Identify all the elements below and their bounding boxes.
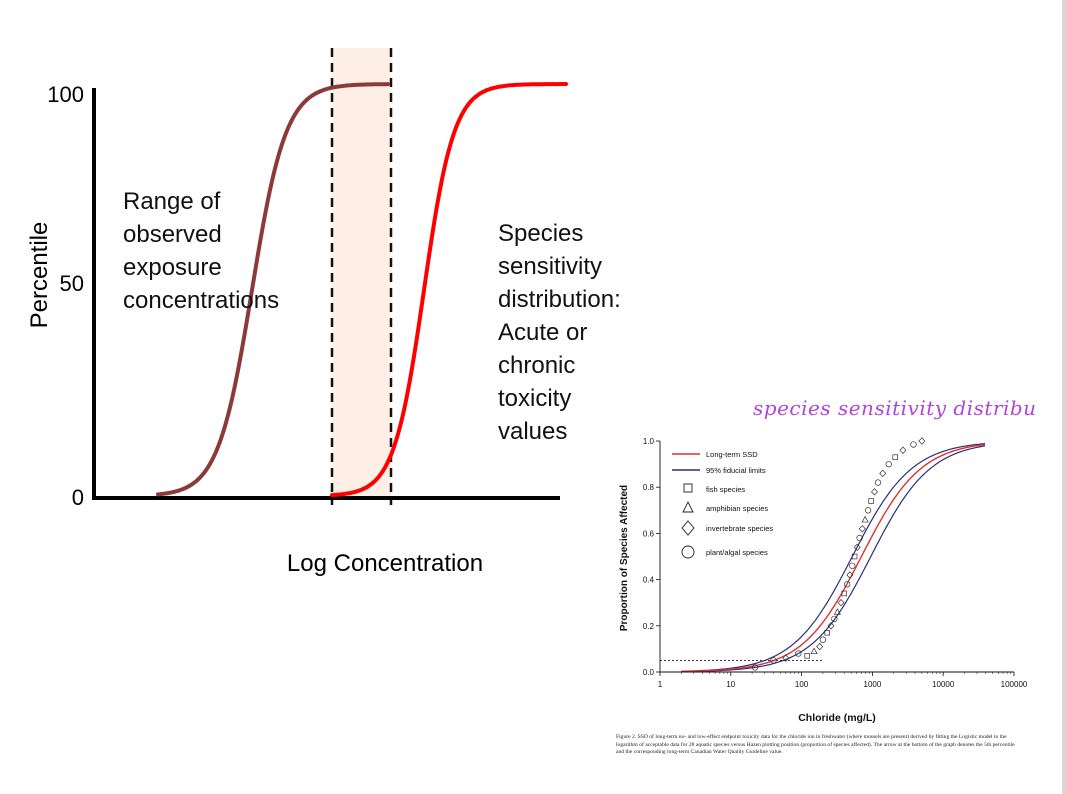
ssd-point-diamond: [816, 642, 824, 651]
ssd-x-tick-label: 10000: [932, 680, 955, 689]
ssd-annotation-line: toxicity: [498, 385, 572, 412]
diamond-icon: [681, 520, 695, 536]
overlap-band: [332, 48, 391, 498]
legend-label: plant/algal species: [706, 548, 768, 557]
ssd-point-square: [868, 498, 874, 504]
ssd-fiducial-lines: [681, 443, 986, 673]
exposure-curve: [156, 82, 390, 497]
ssd-point-diamond: [918, 437, 926, 445]
exposure-annotation-line: observed: [123, 221, 222, 248]
circle-icon: [681, 545, 695, 559]
ssd-y-axis-label: Proportion of Species Affected: [619, 485, 630, 631]
ssd-point-circle: [751, 664, 759, 671]
ssd-x-ticks: 1 10 100 1000 10000 100000: [658, 672, 1028, 689]
ssd-point-circle: [864, 507, 872, 514]
legend-label: 95% fiducial limits: [706, 466, 766, 475]
ssd-point-square: [851, 553, 858, 560]
ssd-y-tick-label: 0.4: [643, 576, 655, 585]
ssd-point-triangle: [810, 647, 818, 655]
ssd-point-circle: [831, 615, 838, 623]
y-tick-0: 0: [72, 485, 84, 510]
ssd-y-tick-label: 0.8: [643, 483, 655, 492]
ssd-point-circle: [819, 636, 827, 643]
ssd-y-ticks: 0.0 0.2 0.4 0.6 0.8 1.0: [643, 437, 660, 677]
ssd-point-circle: [856, 534, 863, 542]
ssd-legend: Long-term SSD 95% fiducial limits fish s…: [672, 450, 773, 559]
ssd-point-diamond: [837, 598, 845, 607]
square-icon: [683, 483, 693, 493]
ssd-y-tick-label: 0.6: [643, 529, 655, 538]
legend-label: fish species: [706, 485, 745, 494]
ssd-annotation-line: values: [498, 418, 568, 445]
ssd-point-square: [804, 653, 810, 659]
y-tick-50: 50: [60, 271, 84, 296]
ssd-curve: [330, 82, 568, 498]
y-axis-label: Percentile: [26, 222, 53, 329]
ssd-point-square: [892, 454, 898, 460]
x-axis-label: Log Concentration: [287, 550, 483, 577]
ssd-point-circle: [770, 657, 777, 664]
ssd-point-diamond: [782, 654, 790, 662]
ssd-x-tick-label: 1000: [864, 680, 882, 689]
ssd-x-tick-label: 100: [795, 680, 809, 689]
ssd-x-axis-label: Chloride (mg/L): [798, 712, 876, 724]
exposure-annotation-line: Range of: [123, 188, 221, 215]
ssd-point-square: [841, 590, 847, 597]
ssd-point-circle: [885, 460, 892, 468]
ssd-point-diamond: [899, 446, 907, 454]
handwritten-note: species sensitivity distribu: [753, 396, 1037, 420]
ssd-x-tick-label: 1: [658, 680, 663, 689]
exposure-annotation: Range of observed exposure concentration…: [123, 185, 279, 317]
legend-label: amphibian species: [706, 504, 768, 513]
legend-label: Long-term SSD: [706, 450, 758, 459]
ssd-annotation-line: distribution:: [498, 286, 621, 313]
exposure-annotation-line: concentrations: [123, 287, 280, 314]
ssd-fiducial-line: [681, 445, 986, 673]
ssd-annotation: Species sensitivity distribution: Acute …: [498, 217, 621, 448]
ssd-point-circle: [910, 441, 917, 448]
ssd-x-tick-label: 100000: [1001, 680, 1028, 689]
legend-label: invertebrate species: [706, 524, 773, 533]
triangle-icon: [682, 500, 694, 513]
ssd-point-diamond: [827, 622, 835, 630]
ssd-figure-caption: Figure 2. SSD of long-term no- and low-e…: [616, 734, 1015, 756]
ssd-point-triangle: [861, 515, 869, 523]
ssd-point-diamond: [853, 543, 861, 551]
ssd-y-tick-label: 0.2: [643, 622, 655, 631]
ssd-fiducial-line: [681, 443, 986, 672]
main-chart: 100 50 0 Percentile Log Concentration: [26, 48, 568, 577]
ssd-annotation-line: Species: [498, 220, 584, 247]
ssd-y-tick-label: 0.0: [643, 668, 655, 677]
ssd-point-triangle: [833, 608, 841, 615]
ssd-point-diamond: [846, 571, 854, 579]
slide-edge: [1062, 0, 1066, 794]
exposure-annotation-line: exposure: [123, 254, 222, 281]
ssd-point-circle: [874, 479, 882, 486]
ssd-y-tick-label: 1.0: [643, 437, 655, 446]
ssd-main-curve: [681, 443, 986, 673]
ssd-x-tick-label: 10: [726, 680, 735, 689]
ssd-point-diamond: [871, 488, 878, 496]
ssd-point-circle: [844, 581, 851, 588]
ssd-point-square: [824, 629, 830, 636]
ssd-points: [751, 437, 926, 671]
ssd-annotation-line: Acute or: [498, 319, 588, 346]
ssd-point-diamond: [879, 469, 887, 478]
ssd-chart: 1 10 100 1000 10000 100000 0.0 0.2 0.4 0.6 0.8 1.0…: [619, 437, 1028, 724]
ssd-point-circle: [849, 562, 856, 569]
ssd-point-circle: [795, 650, 802, 657]
ssd-annotation-line: chronic: [498, 352, 576, 379]
y-tick-100: 100: [47, 82, 84, 107]
ssd-annotation-line: sensitivity: [498, 253, 603, 280]
ssd-point-diamond: [858, 525, 866, 533]
